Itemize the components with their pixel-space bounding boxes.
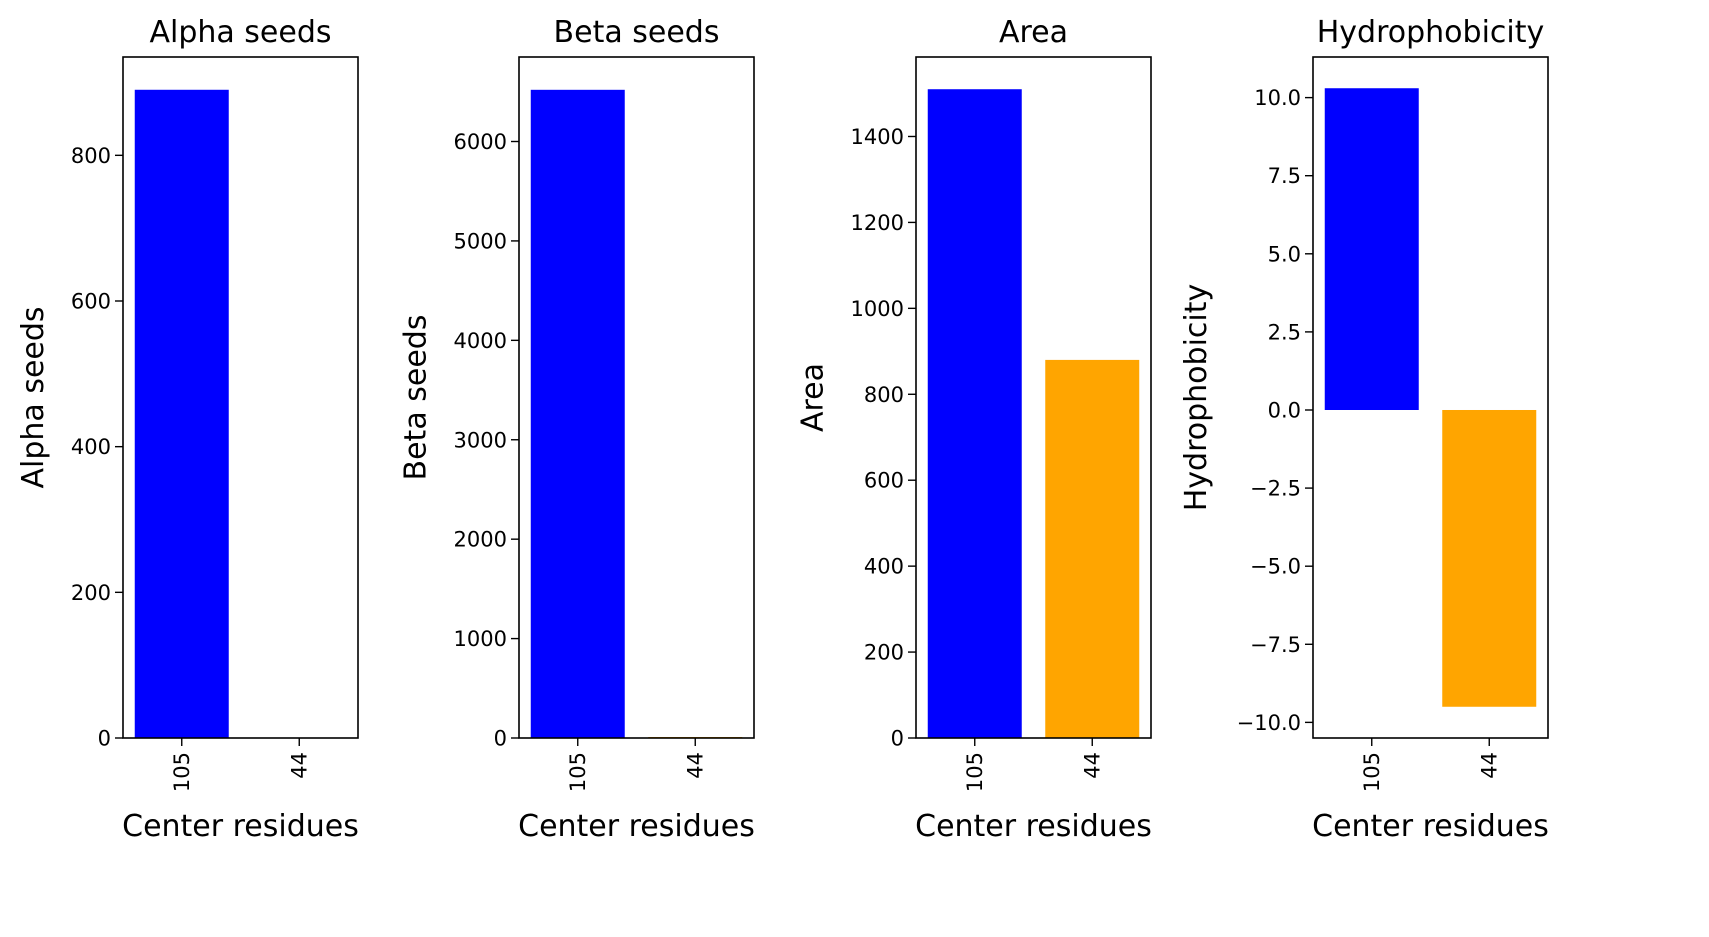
y-axis-label: Area <box>795 363 830 432</box>
bar-marks <box>134 89 229 739</box>
y-tick-label: 800 <box>864 383 904 407</box>
y-tick-label: 200 <box>864 641 904 665</box>
axes-frame <box>915 56 1152 739</box>
panel-title: Hydrophobicity <box>1317 15 1545 50</box>
bar-44 <box>1045 359 1140 738</box>
y-tick-label: 1200 <box>851 211 904 235</box>
axes-frame <box>1312 56 1549 739</box>
y-tick-label: 600 <box>864 469 904 493</box>
panel-area: Area Area Center residues 0 200 400 600 800 1… <box>795 15 1151 844</box>
y-tick-label: −2.5 <box>1250 477 1301 501</box>
bar-marks <box>927 89 1140 738</box>
y-axis-ticks: 0 200 400 600 800 1000 1200 1400 <box>851 125 916 751</box>
y-tick-label: −10.0 <box>1237 711 1301 735</box>
x-axis-label: Center residues <box>915 809 1152 844</box>
y-tick-label: 1000 <box>454 627 507 651</box>
bar-105 <box>927 89 1022 738</box>
panel-title: Beta seeds <box>554 15 720 50</box>
y-tick-label: 1400 <box>851 125 904 149</box>
panel-beta-seeds: Beta seeds Beta seeds Center residues 0 1… <box>398 15 754 844</box>
y-tick-label: 200 <box>71 581 111 605</box>
bar-44 <box>1442 409 1537 707</box>
y-tick-label: 7.5 <box>1268 164 1301 188</box>
x-tick-label: 44 <box>683 752 707 779</box>
x-tick-label: 44 <box>1477 752 1501 779</box>
axes-frame <box>122 56 359 739</box>
y-tick-label: 5.0 <box>1268 242 1301 266</box>
bar-marks <box>1324 88 1537 707</box>
x-tick-label: 105 <box>170 752 194 792</box>
panel-title: Area <box>999 15 1068 50</box>
y-tick-label: 0.0 <box>1268 398 1301 422</box>
x-axis-ticks: 105 44 <box>1360 738 1501 792</box>
y-axis-ticks: −10.0 −7.5 −5.0 −2.5 0.0 2.5 5.0 7.5 10.0 <box>1237 86 1313 735</box>
y-tick-label: 10.0 <box>1254 86 1301 110</box>
y-tick-label: 0 <box>891 727 904 751</box>
y-tick-label: 0 <box>494 727 507 751</box>
bar-105 <box>1324 88 1419 410</box>
y-tick-label: 2000 <box>454 528 507 552</box>
panel-alpha-seeds: Alpha seeds Alpha seeds Center residues … <box>16 15 359 844</box>
y-tick-label: 800 <box>71 144 111 168</box>
bar-marks <box>530 89 743 739</box>
y-tick-label: 3000 <box>454 428 507 452</box>
y-tick-label: 4000 <box>454 329 507 353</box>
x-tick-label: 105 <box>1360 752 1384 792</box>
x-axis-ticks: 105 44 <box>170 738 311 792</box>
bar-105 <box>530 89 625 738</box>
x-axis-label: Center residues <box>518 809 755 844</box>
x-tick-label: 44 <box>287 752 311 779</box>
y-tick-label: 600 <box>71 289 111 313</box>
panel-hydrophobicity: Hydrophobicity Hydrophobicity Center res… <box>1179 15 1549 844</box>
y-axis-label: Alpha seeds <box>16 306 51 488</box>
panel-title: Alpha seeds <box>149 15 331 50</box>
y-tick-label: −7.5 <box>1250 633 1301 657</box>
y-tick-label: 1000 <box>851 297 904 321</box>
x-tick-label: 105 <box>963 752 987 792</box>
x-tick-label: 105 <box>566 752 590 792</box>
y-tick-label: −5.0 <box>1250 555 1301 579</box>
x-tick-label: 44 <box>1080 752 1104 779</box>
y-tick-label: 5000 <box>454 229 507 253</box>
y-tick-label: 400 <box>864 555 904 579</box>
y-axis-ticks: 0 200 400 600 800 <box>71 144 123 751</box>
y-tick-label: 400 <box>71 435 111 459</box>
x-axis-ticks: 105 44 <box>963 738 1104 792</box>
y-tick-label: 0 <box>98 727 111 751</box>
y-tick-label: 6000 <box>454 130 507 154</box>
y-tick-label: 2.5 <box>1268 320 1301 344</box>
y-axis-label: Beta seeds <box>398 315 433 481</box>
axes-frame <box>518 56 755 739</box>
y-axis-label: Hydrophobicity <box>1179 284 1214 512</box>
x-axis-ticks: 105 44 <box>566 738 707 792</box>
x-axis-label: Center residues <box>122 809 359 844</box>
x-axis-label: Center residues <box>1312 809 1549 844</box>
bar-105 <box>134 89 229 739</box>
y-axis-ticks: 0 1000 2000 3000 4000 5000 6000 <box>454 130 519 751</box>
